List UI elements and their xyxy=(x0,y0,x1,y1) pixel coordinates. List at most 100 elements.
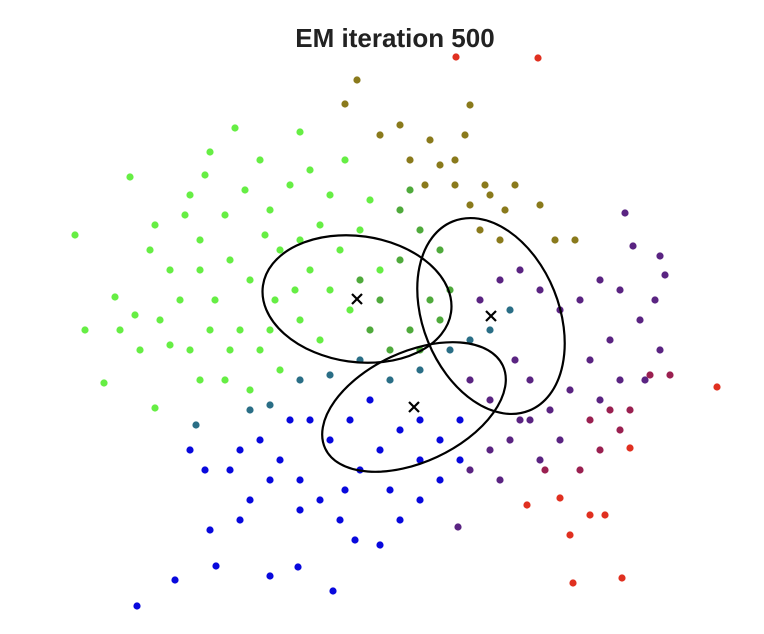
point xyxy=(316,496,324,504)
point xyxy=(616,426,624,434)
point xyxy=(466,101,474,109)
point xyxy=(246,406,254,414)
point xyxy=(546,406,554,414)
mean-cross xyxy=(351,293,363,305)
point xyxy=(396,121,404,129)
component-mean xyxy=(351,293,363,305)
point xyxy=(116,326,124,334)
point xyxy=(536,286,544,294)
point xyxy=(326,436,334,444)
point xyxy=(196,236,204,244)
point xyxy=(516,416,524,424)
point xyxy=(206,326,214,334)
point xyxy=(486,191,494,199)
point xyxy=(466,466,474,474)
point xyxy=(713,383,721,391)
component-mean xyxy=(408,401,420,413)
point xyxy=(661,271,669,279)
point xyxy=(356,226,364,234)
point xyxy=(126,173,134,181)
point xyxy=(556,436,564,444)
point xyxy=(586,356,594,364)
point xyxy=(346,306,354,314)
point xyxy=(526,416,534,424)
point xyxy=(466,376,474,384)
point xyxy=(516,266,524,274)
point xyxy=(276,456,284,464)
point xyxy=(256,156,264,164)
point xyxy=(366,396,374,404)
point xyxy=(231,124,239,132)
point xyxy=(171,576,179,584)
point xyxy=(606,336,614,344)
point xyxy=(466,201,474,209)
point xyxy=(306,266,314,274)
point xyxy=(306,166,314,174)
point xyxy=(256,436,264,444)
point xyxy=(621,209,629,217)
point xyxy=(221,376,229,384)
point xyxy=(576,296,584,304)
point xyxy=(486,396,494,404)
point xyxy=(100,379,108,387)
point xyxy=(296,376,304,384)
point xyxy=(192,421,200,429)
point xyxy=(446,346,454,354)
point xyxy=(416,416,424,424)
point xyxy=(131,311,139,319)
point xyxy=(586,511,594,519)
point xyxy=(226,256,234,264)
point xyxy=(266,326,274,334)
point xyxy=(476,226,484,234)
point xyxy=(406,326,414,334)
point xyxy=(151,404,159,412)
point xyxy=(596,396,604,404)
point xyxy=(111,293,119,301)
point xyxy=(346,416,354,424)
point xyxy=(206,526,214,534)
point xyxy=(306,416,314,424)
point xyxy=(656,252,664,260)
point xyxy=(386,486,394,494)
point xyxy=(286,416,294,424)
point xyxy=(186,446,194,454)
point xyxy=(396,516,404,524)
point xyxy=(276,246,284,254)
point xyxy=(496,476,504,484)
point xyxy=(523,501,531,509)
mean-cross xyxy=(485,310,497,322)
point xyxy=(426,136,434,144)
point xyxy=(406,186,414,194)
point xyxy=(651,296,659,304)
point xyxy=(486,446,494,454)
point xyxy=(296,236,304,244)
point xyxy=(618,574,626,582)
component-mean xyxy=(485,310,497,322)
point xyxy=(636,316,644,324)
point xyxy=(296,476,304,484)
point xyxy=(616,376,624,384)
point xyxy=(166,266,174,274)
point xyxy=(569,579,577,587)
point xyxy=(506,436,514,444)
point xyxy=(356,276,364,284)
point xyxy=(326,371,334,379)
point xyxy=(534,54,542,62)
point xyxy=(556,494,564,502)
point xyxy=(616,286,624,294)
point xyxy=(256,346,264,354)
point xyxy=(436,436,444,444)
point xyxy=(341,156,349,164)
point xyxy=(386,346,394,354)
point xyxy=(71,231,79,239)
point xyxy=(316,221,324,229)
point xyxy=(376,266,384,274)
point xyxy=(351,536,359,544)
point xyxy=(376,296,384,304)
point xyxy=(181,211,189,219)
point xyxy=(456,456,464,464)
point xyxy=(291,286,299,294)
point xyxy=(506,306,514,314)
point xyxy=(476,296,484,304)
